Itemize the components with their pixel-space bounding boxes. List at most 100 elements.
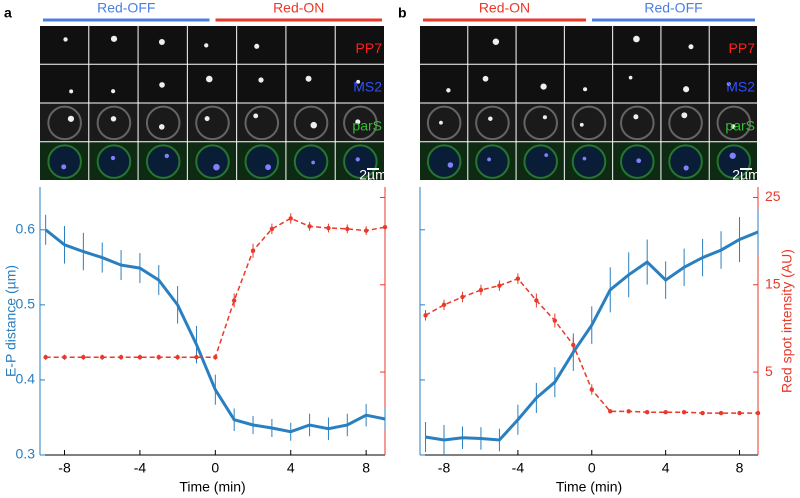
cell-outline	[668, 144, 703, 179]
image-tile	[335, 64, 384, 103]
spot	[726, 82, 731, 86]
image-tile	[613, 26, 661, 64]
spot	[158, 39, 165, 46]
data-point	[194, 355, 199, 360]
data-point	[460, 294, 465, 300]
image-tile	[335, 26, 384, 64]
data-point	[423, 313, 428, 318]
data-point	[515, 276, 521, 281]
spot	[487, 157, 491, 162]
spot	[159, 82, 165, 88]
cell-outline	[96, 144, 132, 179]
spot	[310, 121, 317, 129]
image-tile	[40, 64, 89, 103]
data-point	[382, 224, 388, 230]
spot	[355, 119, 361, 125]
channel-label: MS2	[726, 79, 755, 95]
y-tick-label: 0.4	[16, 371, 36, 387]
y-tick-label: 0.3	[16, 446, 36, 462]
cell-outline	[475, 105, 510, 141]
spot	[633, 35, 640, 43]
spot	[305, 75, 312, 82]
spot	[488, 116, 493, 121]
data-point	[100, 355, 105, 360]
spot	[164, 153, 170, 159]
y-axis-label: E-P distance (µm)	[3, 265, 19, 377]
intensity-line	[45, 217, 386, 358]
cell-outline	[716, 105, 752, 141]
spot	[110, 35, 118, 42]
data-point	[700, 410, 705, 416]
spot	[205, 75, 213, 83]
cell-outline	[244, 144, 280, 179]
spot	[67, 115, 75, 122]
panel-label: a	[4, 5, 12, 21]
spot	[681, 112, 688, 119]
cell-outline	[571, 144, 607, 179]
x-tick-label: -8	[438, 460, 451, 476]
channel-label: MS2	[353, 79, 382, 95]
image-tile	[661, 26, 709, 64]
data-point	[534, 298, 539, 303]
data-point	[681, 410, 687, 415]
data-point	[589, 387, 594, 392]
data-point	[718, 410, 724, 416]
spot	[204, 116, 210, 122]
y2-axis-label: Red spot intensity (AU)	[779, 249, 795, 393]
cell-outline	[426, 105, 462, 141]
distance-line	[44, 228, 386, 434]
data-point	[250, 248, 256, 253]
data-point	[497, 283, 502, 288]
data-point	[231, 298, 237, 303]
spot	[688, 44, 694, 50]
cell-outline	[96, 105, 132, 141]
spot	[683, 165, 689, 171]
channel-label: parS	[352, 117, 382, 133]
image-tile	[286, 26, 335, 64]
scale-bar-label: 2µm	[732, 167, 760, 183]
data-point	[626, 409, 631, 414]
image-tile	[420, 26, 468, 64]
spot	[213, 163, 220, 171]
cell-outline	[668, 105, 703, 141]
image-tile	[709, 26, 757, 64]
data-point	[644, 410, 650, 415]
cell-outline	[145, 144, 181, 179]
cell-outline	[145, 105, 181, 141]
image-tile	[286, 64, 335, 103]
x-tick-label: -8	[58, 460, 71, 476]
data-point	[307, 224, 312, 229]
channel-label: parS	[725, 117, 755, 133]
scale-bar-label: 2µm	[359, 167, 387, 183]
data-point	[81, 355, 86, 360]
image-tile	[420, 64, 468, 103]
image-tile	[516, 64, 564, 103]
data-point	[755, 410, 761, 416]
x-tick-label: 0	[211, 460, 219, 476]
spot	[544, 153, 549, 158]
data-point	[156, 355, 161, 360]
condition-label: Red-OFF	[644, 0, 702, 16]
image-tile	[237, 26, 286, 64]
spot	[730, 124, 736, 129]
data-point	[363, 228, 369, 233]
image-tile	[564, 64, 613, 103]
condition-label: Red-ON	[273, 0, 324, 16]
x-tick-label: 8	[736, 460, 744, 476]
spot	[356, 79, 361, 84]
x-tick-label: 0	[588, 460, 596, 476]
x-tick-label: 8	[362, 460, 370, 476]
cell-outline	[293, 144, 329, 179]
condition-label: Red-ON	[479, 0, 530, 16]
image-tile	[89, 64, 138, 103]
spot	[492, 38, 500, 45]
image-tile	[468, 64, 516, 103]
spot	[254, 43, 260, 49]
y-tick-label: 0.6	[16, 220, 36, 236]
image-tile	[187, 26, 237, 64]
spot	[111, 89, 116, 94]
data-point	[62, 355, 67, 360]
x-axis-label: Time (min)	[179, 479, 245, 495]
y2-tick-label: 25	[765, 188, 781, 204]
spot	[61, 164, 67, 170]
